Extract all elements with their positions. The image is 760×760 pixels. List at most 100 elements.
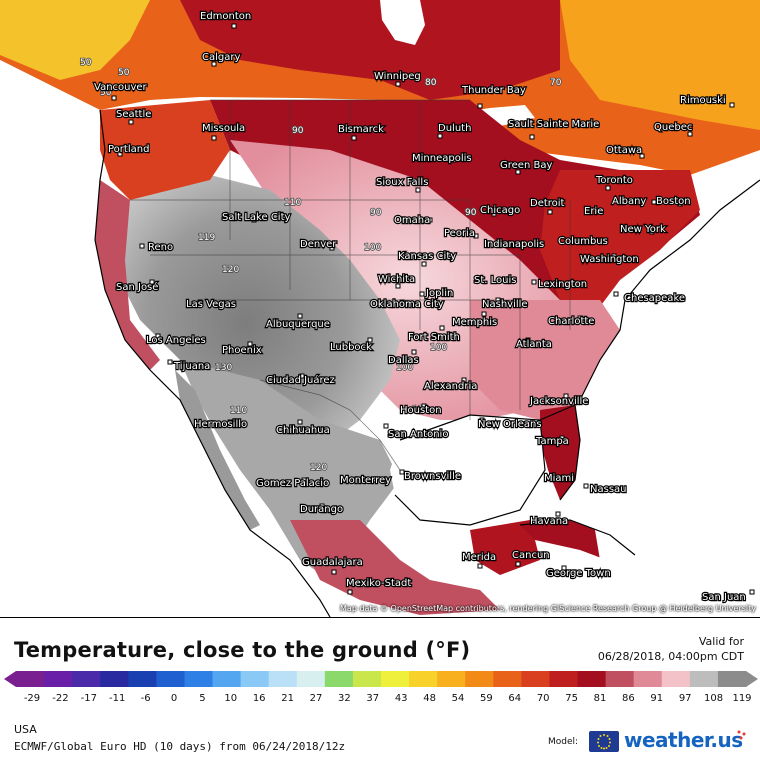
city-marker[interactable]: Quebec (653, 121, 694, 137)
yucatan (470, 520, 540, 575)
city-marker[interactable]: Charlotte (547, 315, 596, 328)
city-marker[interactable]: Albuquerque (265, 313, 331, 331)
colorbar-cell (549, 671, 579, 687)
city-label: Duluth (438, 123, 471, 134)
city-marker[interactable]: Havana (529, 511, 569, 528)
contour-label: 110 (412, 405, 429, 415)
mexico-south-red (290, 520, 500, 615)
city-marker[interactable]: Calgary (201, 51, 242, 67)
colorbar-cell (381, 671, 410, 687)
city-marker[interactable]: Green Bay (499, 159, 554, 175)
city-marker[interactable]: Erie (583, 205, 605, 218)
contour-label: 90 (292, 126, 304, 136)
city-marker[interactable]: Lexington (531, 278, 588, 291)
city-marker[interactable]: Rimouski (679, 94, 735, 108)
city-marker[interactable]: Hermosillo (193, 418, 249, 431)
city-marker[interactable]: Las Vegas (185, 298, 237, 311)
city-marker[interactable]: Oklahoma City (369, 298, 445, 311)
colorbar-tick-label: 70 (536, 693, 550, 704)
colorbar-tick-label: 54 (451, 693, 465, 704)
temperature-map[interactable]: 50 50 50 90 100 110 119 120 130 90 100 1… (0, 0, 760, 618)
city-marker[interactable]: Thunder Bay (460, 84, 527, 109)
brand-dots-icon (737, 730, 746, 740)
city-marker[interactable]: Peoria (443, 227, 479, 240)
city-marker[interactable]: Wichita (377, 273, 416, 289)
city-marker[interactable]: Detroit (529, 197, 566, 215)
city-marker[interactable]: Kansas City (397, 250, 457, 267)
city-marker[interactable]: Columbus (557, 235, 609, 248)
city-marker[interactable]: San Antonio (383, 423, 450, 441)
city-marker[interactable]: Mexiko-Stadt (345, 577, 413, 595)
city-marker[interactable]: Jacksonville (528, 393, 590, 408)
city-marker[interactable]: San Juan (701, 589, 755, 604)
city-marker[interactable]: Sioux Falls (375, 176, 430, 193)
colorbar-cell (100, 671, 129, 687)
city-label: Las Vegas (186, 299, 236, 310)
contour-label: 120 (310, 463, 327, 473)
city-marker[interactable]: Durango (299, 503, 344, 516)
city-marker[interactable]: Monterrey (339, 474, 393, 487)
city-marker[interactable]: Seattle (115, 108, 153, 125)
city-marker[interactable]: Toronto (594, 174, 634, 191)
city-marker[interactable]: Atlanta (515, 337, 553, 351)
borders (130, 99, 571, 471)
city-marker[interactable]: Alexandria (423, 377, 479, 393)
city-marker[interactable]: Reno (139, 241, 174, 254)
city-marker[interactable]: New Orleans (477, 417, 543, 431)
city-marker[interactable]: Joplin (419, 287, 455, 300)
city-marker[interactable]: Lubbock (329, 337, 373, 354)
city-marker[interactable]: Vancouver (93, 81, 149, 101)
city-marker[interactable]: Brownsville (399, 469, 462, 483)
city-marker[interactable]: Tijuana (167, 359, 211, 373)
city-marker[interactable]: Portland (107, 143, 151, 157)
city-marker[interactable]: Boston (655, 195, 692, 208)
city-marker[interactable]: Sault Sainte Marie (507, 118, 601, 140)
city-marker[interactable]: Chicago (479, 204, 522, 217)
city-marker[interactable]: Guadalajara (301, 556, 364, 575)
city-marker[interactable]: Winnipeg (373, 70, 422, 87)
city-marker[interactable]: Omaha (393, 214, 433, 227)
city-marker[interactable]: Bismarck (337, 123, 385, 141)
model-label: Model: (548, 737, 579, 747)
city-marker[interactable]: Cancun (511, 549, 551, 567)
city-marker[interactable]: St. Louis (473, 274, 518, 287)
city-label: San José (116, 281, 158, 293)
city-marker[interactable]: Houston (399, 403, 443, 417)
city-marker[interactable]: Denver (299, 238, 339, 251)
city-marker[interactable]: Edmonton (199, 10, 252, 29)
city-marker[interactable]: Miami (543, 472, 575, 485)
city-marker[interactable]: Dallas (387, 349, 420, 367)
city-marker[interactable]: Salt Lake City (221, 211, 292, 224)
city-marker[interactable]: Ottawa (605, 144, 645, 159)
city-marker[interactable]: Tampa (534, 435, 570, 448)
colorbar-tick-label: 5 (199, 693, 206, 704)
city-marker[interactable]: George Town (545, 565, 612, 580)
city-marker[interactable]: Indianapolis (483, 238, 546, 251)
city-marker[interactable]: San José (115, 279, 160, 294)
colorbar-tick-label: -29 (23, 693, 41, 704)
city-marker[interactable]: Fort Smith (407, 325, 461, 344)
city-marker[interactable]: Ciudad Juárez (265, 373, 336, 387)
city-marker[interactable]: Los Angeles (145, 333, 207, 347)
city-marker[interactable]: Duluth (437, 122, 473, 139)
city-marker[interactable]: Memphis (451, 311, 498, 329)
city-marker[interactable]: Gomez Palacio (255, 477, 331, 490)
city-marker[interactable]: New York (619, 223, 667, 236)
brand-logo[interactable]: weather.us (624, 728, 743, 752)
city-marker[interactable]: Chesapeake (613, 291, 686, 305)
city-marker[interactable]: Merida (461, 551, 497, 569)
city-marker[interactable]: Phoenix (221, 341, 263, 357)
colorbar-tick-label: 75 (565, 693, 578, 704)
city-marker[interactable]: Albany (611, 195, 657, 208)
city-marker[interactable]: Minneapolis (411, 152, 473, 165)
city-label: Toronto (595, 175, 633, 186)
city-marker[interactable]: Nassau (583, 483, 628, 496)
city-label: Bismarck (338, 124, 384, 135)
city-marker[interactable]: Missoula (201, 122, 246, 141)
city-label: Reno (148, 242, 173, 253)
city-marker[interactable]: Washington (579, 253, 640, 266)
city-marker[interactable]: Nashville (481, 297, 529, 311)
city-marker[interactable]: Chihuahua (275, 419, 331, 437)
color-scale-svg (4, 671, 758, 687)
city-label: Minneapolis (412, 153, 472, 164)
